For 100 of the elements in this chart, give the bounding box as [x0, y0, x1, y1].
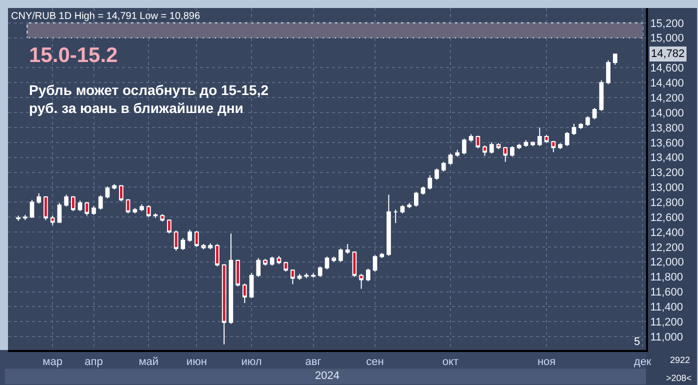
y-tick-label: 14,000 — [650, 107, 684, 120]
candlestick — [22, 214, 28, 221]
y-tick-label: 13,400 — [650, 152, 684, 164]
candlestick — [188, 229, 192, 242]
candlestick — [222, 264, 226, 345]
candlestick — [297, 273, 302, 280]
y-tick-label: 13,600 — [650, 137, 684, 150]
candlestick — [318, 266, 322, 278]
candlestick — [304, 272, 309, 279]
candlestick — [407, 202, 412, 209]
x-tick-label: мар — [42, 356, 62, 368]
candlestick — [64, 194, 68, 208]
candlestick — [352, 250, 357, 278]
candlestick — [208, 242, 213, 250]
y-tick-label: 11,800 — [650, 272, 684, 284]
x-tick-label: июл — [241, 356, 262, 368]
y-tick-label: 13,000 — [650, 182, 684, 194]
candlestick — [578, 122, 584, 130]
candlestick — [30, 199, 34, 218]
candlestick — [386, 194, 391, 256]
candlestick — [324, 256, 330, 270]
candlestick — [311, 272, 316, 278]
text: 2922 — [670, 355, 690, 365]
candlestick — [236, 259, 240, 288]
y-tick-label: 14,200 — [650, 92, 684, 104]
candlestick — [36, 192, 42, 204]
candlestick — [428, 174, 432, 190]
candlestick — [592, 108, 597, 120]
x-tick-label: сен — [366, 356, 384, 368]
candlestick — [256, 258, 261, 278]
x-tick-label: май — [138, 356, 159, 368]
candlestick — [359, 273, 364, 290]
candlestick — [537, 126, 542, 147]
candlestick — [194, 230, 199, 248]
candlestick — [551, 140, 556, 153]
candlestick — [167, 218, 172, 234]
y-tick-label: 11,000 — [650, 331, 684, 344]
candlestick — [448, 153, 453, 166]
candlestick — [338, 248, 343, 262]
candlestick — [489, 142, 494, 154]
candlestick — [57, 202, 62, 224]
candlestick — [174, 230, 178, 252]
x-tick-label: дек — [634, 356, 652, 368]
candlestick — [84, 202, 90, 216]
candlestick — [228, 233, 234, 324]
candlestick — [290, 268, 295, 285]
candlestick — [242, 283, 247, 304]
candlestick — [524, 140, 528, 148]
candlestick — [400, 204, 405, 214]
candlestick — [78, 200, 82, 212]
x-tick-label: июн — [186, 356, 207, 368]
y-tick-label: 13,200 — [650, 167, 684, 180]
candlestick — [92, 205, 96, 216]
annotation: CNY/RUB 1D High = 14,791 Low = 10,896 — [11, 11, 200, 22]
candlestick — [393, 209, 398, 224]
y-tick-label: 11,600 — [650, 286, 684, 299]
y-tick-label: 14,600 — [650, 62, 684, 75]
candlestick — [249, 272, 254, 298]
candlestick — [263, 258, 268, 266]
candlestick — [215, 243, 220, 267]
candlestick — [160, 214, 165, 222]
x-tick-label: апр — [84, 356, 103, 368]
candlestick — [105, 186, 110, 199]
y-tick-label: 11,400 — [650, 302, 684, 314]
candlestick — [586, 116, 590, 126]
y-tick-label: 12,400 — [650, 226, 684, 239]
candlestick — [366, 268, 370, 282]
candlestick — [612, 52, 618, 66]
candlestick — [599, 80, 604, 112]
x-tick-label: окт — [442, 356, 459, 368]
candlestick — [146, 204, 151, 218]
candlestick — [332, 256, 336, 262]
candlestick — [510, 146, 514, 158]
y-tick-label: 12,600 — [650, 212, 684, 224]
text: 15.0-15.2 — [29, 44, 118, 67]
text: Рубль может ослабнуть до 15-15,2 руб. за юань в ближайшие дни — [29, 82, 269, 116]
candlestick — [434, 168, 439, 180]
candlestick — [558, 142, 562, 150]
candlestick — [270, 256, 274, 266]
candlestick — [564, 131, 570, 147]
x-tick-label: авг — [305, 356, 322, 368]
candlestick — [70, 196, 76, 212]
candlestick — [140, 204, 144, 212]
candlestick — [119, 184, 124, 202]
candlestick — [345, 243, 350, 254]
candlestick — [503, 146, 508, 162]
candlestick — [50, 215, 55, 226]
candlestick — [455, 149, 460, 158]
y-tick-label: 12,800 — [650, 197, 684, 209]
candlestick — [380, 252, 384, 259]
candlestick — [496, 142, 501, 150]
y-tick-label: 14,400 — [650, 78, 684, 90]
candlestick — [132, 208, 138, 214]
candlestick — [180, 237, 186, 250]
candlestick — [530, 141, 535, 147]
candlestick — [44, 196, 48, 221]
text: 2024 — [315, 370, 340, 382]
y-tick-label: 11,200 — [650, 316, 684, 328]
y-tick-label: 15,000 — [650, 32, 684, 45]
candlestick — [16, 215, 20, 222]
